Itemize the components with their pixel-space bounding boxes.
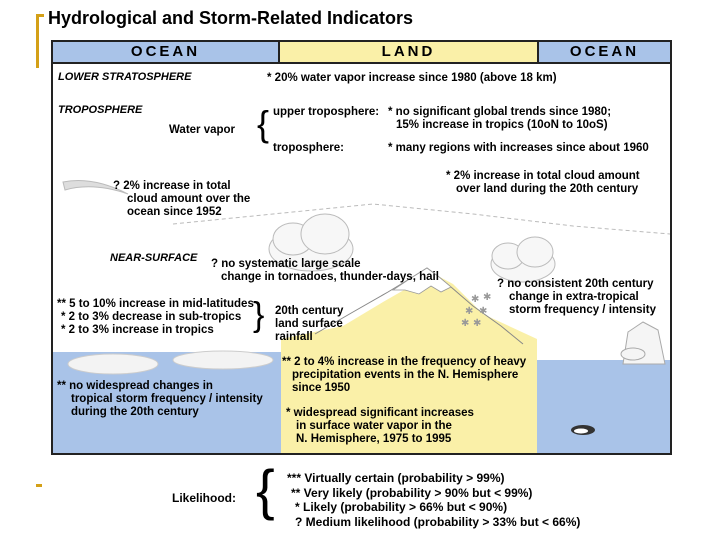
tornado-note: ? no systematic large scale change in to… [211, 258, 439, 283]
accent-tick [36, 14, 44, 17]
cloud-land-note: * 2% increase in total cloud amount over… [446, 170, 640, 195]
page-title: Hydrological and Storm-Related Indicator… [48, 8, 414, 28]
extratrop-storm-note: ? no consistent 20th century change in e… [497, 278, 656, 316]
trop-label: troposphere: [273, 142, 344, 154]
cloud-right-icon [490, 236, 556, 283]
header-land: LAND [280, 42, 539, 64]
zone-troposphere: TROPOSPHERE [58, 104, 143, 116]
svg-text:✱: ✱ [479, 306, 487, 317]
header-ocean-right: OCEAN [539, 42, 670, 64]
precip-label: 20th century land surface rainfall [275, 305, 344, 343]
heavy-precip-note: ** 2 to 4% increase in the frequency of … [282, 356, 527, 394]
accent-bar [36, 14, 39, 68]
upper-trop-text-1: * no significant global trends since 198… [388, 106, 612, 118]
svg-text:✱: ✱ [465, 306, 473, 317]
ocean-right-area [537, 360, 670, 453]
svg-text:✱: ✱ [483, 292, 491, 303]
header-ocean-left: OCEAN [53, 42, 280, 64]
trop-text: * many regions with increases since abou… [388, 142, 649, 154]
legend-item: *** Virtually certain (probability > 99%… [287, 471, 505, 485]
cirrus-cloud-icon [62, 180, 129, 195]
low-cloud-icon [67, 350, 274, 375]
iceberg-icon [620, 321, 666, 365]
strat-vapor-text: * 20% water vapor increase since 1980 (a… [267, 72, 557, 84]
legend-label: Likelihood: [172, 491, 236, 505]
snowflake-icon: ✱ ✱ ✱ ✱ ✱✱ [461, 292, 491, 329]
svg-text:✱: ✱ [473, 318, 481, 329]
svg-text:✱: ✱ [471, 294, 479, 305]
tropical-storm-note: ** no widespread changes in tropical sto… [57, 380, 263, 418]
brace-icon: { [257, 103, 270, 144]
penguin-icon [571, 425, 595, 435]
legend-item: ? Medium likelihood (probability > 33% b… [295, 515, 581, 529]
scene-illustration: ✱ ✱ ✱ ✱ ✱✱ [53, 180, 670, 453]
upper-trop-label: upper troposphere: [273, 106, 380, 118]
surface-vapor-note: * widespread significant increases in su… [286, 407, 474, 445]
cloud-ocean-note: ? 2% increase in total cloud amount over… [113, 180, 251, 218]
precip-latitude-note: ** 5 to 10% increase in mid-latitudes * … [57, 298, 254, 336]
brace-icon: } [253, 296, 265, 334]
zone-lower-stratosphere: LOWER STRATOSPHERE [58, 71, 192, 83]
svg-text:✱: ✱ [461, 318, 469, 329]
land-area [281, 276, 537, 453]
snow-cap [391, 267, 452, 295]
legend-item: ** Very likely (probability > 90% but < … [291, 486, 533, 500]
accent-dash [36, 484, 42, 487]
cumulus-cloud-icon [268, 213, 354, 272]
water-vapor-label: Water vapor [169, 124, 236, 136]
legend-item: * Likely (probability > 66% but < 90%) [295, 500, 508, 514]
zone-near-surface: NEAR-SURFACE [110, 252, 198, 264]
upper-trop-text-2: 15% increase in tropics (10oN to 10oS) [396, 119, 608, 131]
diagram-frame: OCEAN LAND OCEAN [51, 40, 672, 455]
legend-brace-icon: { [256, 458, 275, 521]
